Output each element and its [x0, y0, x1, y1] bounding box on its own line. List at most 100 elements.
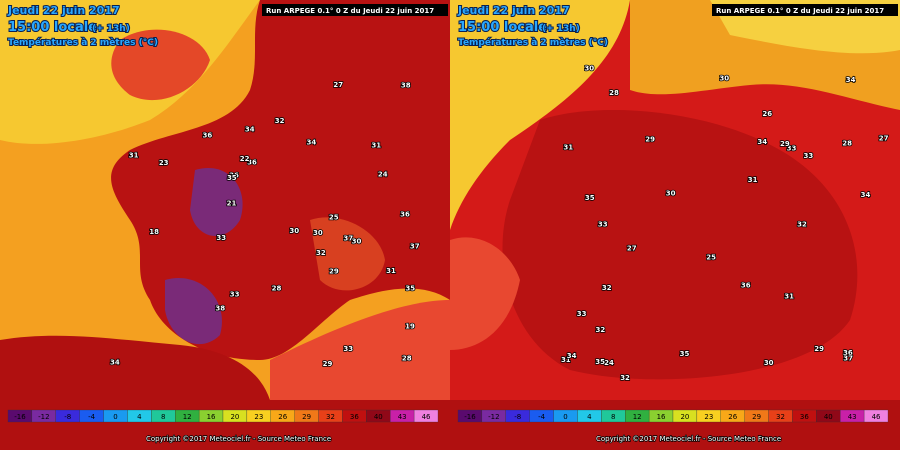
temperature-label: 30	[584, 65, 594, 73]
run-box	[712, 4, 898, 16]
temperature-label: 28	[842, 139, 852, 147]
colorbar-label: 8	[161, 413, 165, 421]
colorbar-label: 20	[680, 413, 689, 421]
date: Jeudi 22 juin 2017	[457, 4, 570, 17]
colorbar-label: 16	[657, 413, 666, 421]
colorbar-label: 26	[278, 413, 287, 421]
colorbar-label: 0	[563, 413, 567, 421]
temperature-label: 33	[216, 234, 226, 242]
temperature-label: 27	[627, 245, 637, 253]
hot-land	[502, 110, 858, 380]
temperature-label: 33	[804, 152, 814, 160]
temperature-label: 33	[343, 345, 353, 353]
temperature-label: 37	[843, 354, 853, 362]
colorbar-label: -4	[88, 413, 96, 421]
temperature-label: 31	[386, 267, 396, 275]
time: 15:00 locale	[8, 20, 97, 35]
temperature-label: 30	[719, 74, 729, 82]
colorbar-label: -16	[464, 413, 476, 421]
temperature-label: 33	[787, 144, 797, 152]
temperature-label: 34	[245, 126, 255, 134]
temperature-label: 28	[272, 284, 282, 292]
temperature-label: 21	[227, 200, 237, 208]
temperature-label: 33	[598, 221, 608, 229]
colorbar-label: 16	[207, 413, 216, 421]
temperature-label: 30	[313, 229, 323, 237]
temperature-label: 30	[764, 359, 774, 367]
temperature-label: 19	[405, 322, 415, 330]
footer	[450, 400, 900, 450]
map-panel: Run ARPEGE 0.1° 0 Z du Jeudi 22 juin 201…	[450, 0, 900, 450]
colorbar-label: 40	[824, 413, 833, 421]
temperature-label: 26	[762, 110, 772, 118]
field: Températures à 2 mètres (°C)	[458, 37, 608, 48]
temperature-label: 34	[306, 139, 316, 147]
colorbar-label: 0	[113, 413, 117, 421]
date: Jeudi 22 juin 2017	[7, 4, 120, 17]
warm-sea	[270, 300, 450, 400]
colorbar-label: 12	[183, 413, 192, 421]
colorbar-label: 4	[587, 413, 592, 421]
temperature-label: 31	[129, 152, 139, 160]
land	[0, 335, 270, 400]
temperature-label: 32	[275, 117, 285, 125]
temperature-label: 32	[620, 374, 630, 382]
offset: (+ 13h)	[542, 24, 580, 34]
temperature-label: 33	[577, 310, 587, 318]
temperature-label: 28	[402, 355, 412, 363]
colorbar-label: 4	[137, 413, 142, 421]
copyright: Copyright ©2017 Meteociel.fr - Source Me…	[146, 435, 331, 443]
run-box	[262, 4, 448, 16]
temperature-label: 29	[645, 135, 655, 143]
temperature-label: 32	[797, 221, 807, 229]
temperature-label: 24	[604, 359, 614, 367]
colorbar-label: 29	[752, 413, 761, 421]
temperature-label: 30	[352, 238, 362, 246]
temperature-label: 22	[240, 155, 250, 163]
temperature-label: 38	[401, 82, 411, 90]
colorbar-swatch	[413, 409, 439, 423]
colorbar: -16 -12 -8 -4 0 4 8 12 16 20 23 26 29 32 36 40 43 46	[457, 409, 889, 423]
temperature-label: 31	[748, 176, 758, 184]
temperature-label: 27	[879, 134, 889, 142]
run-info: Run ARPEGE 0.1° 0 Z du Jeudi 22 juin 201…	[266, 7, 434, 15]
temperature-label: 27	[333, 81, 343, 89]
time: 15:00 locale	[458, 20, 547, 35]
temperature-label: 31	[563, 143, 573, 151]
temperature-label: 29	[814, 345, 824, 353]
hot-spot	[165, 278, 222, 345]
colorbar-label: -8	[64, 413, 71, 421]
temperature-label: 34	[567, 352, 577, 360]
temperature-label: 34	[861, 191, 871, 199]
colorbar-label: 20	[230, 413, 239, 421]
temperature-label: 30	[666, 189, 676, 197]
temperature-label: 29	[329, 267, 339, 275]
temperature-label: 37	[410, 242, 420, 250]
copyright: Copyright ©2017 Meteociel.fr - Source Me…	[596, 435, 781, 443]
colorbar-label: 36	[350, 413, 359, 421]
mountains	[310, 217, 385, 291]
temperature-label: 36	[843, 349, 853, 357]
temperature-label: 25	[329, 214, 339, 222]
temperature-label: 18	[149, 228, 159, 236]
colorbar-label: 23	[254, 413, 263, 421]
temperature-label: 32	[316, 249, 326, 257]
colorbar-label: -12	[38, 413, 49, 421]
colorbar-label: 32	[326, 413, 335, 421]
temperature-label: 32	[596, 326, 606, 334]
colorbar-label: -8	[514, 413, 521, 421]
temperature-label: 34	[846, 76, 856, 84]
temperature-label: 35	[227, 174, 237, 182]
temperature-label: 35	[680, 350, 690, 358]
temperature-label: 23	[159, 159, 169, 167]
temperature-label: 30	[289, 227, 299, 235]
temperature-label: 33	[230, 291, 240, 299]
offset: (+ 13h)	[92, 24, 130, 34]
colorbar-label: -16	[14, 413, 26, 421]
temperature-label: 36	[400, 211, 410, 219]
land	[111, 29, 210, 101]
temperature-label: 36	[203, 131, 213, 139]
cold-sea	[450, 0, 630, 230]
temperature-label: 31	[784, 293, 794, 301]
